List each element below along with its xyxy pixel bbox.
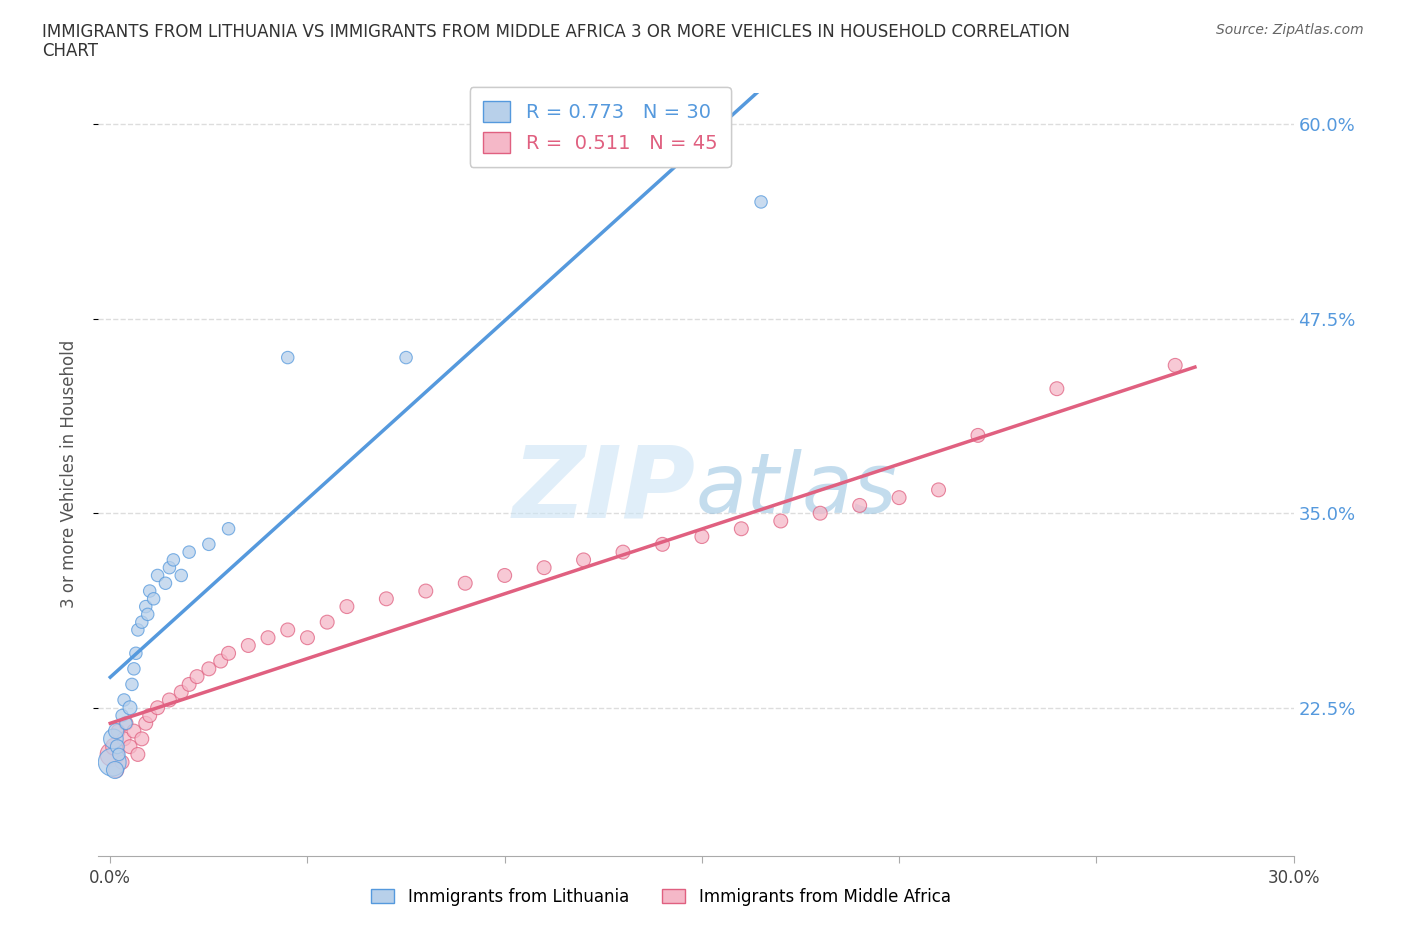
Text: atlas: atlas <box>696 449 897 530</box>
Point <box>375 591 398 606</box>
Point <box>277 350 299 365</box>
Point <box>122 661 145 676</box>
Point <box>111 708 134 723</box>
Point <box>105 739 128 754</box>
Point <box>115 716 138 731</box>
Point <box>218 645 240 660</box>
Point <box>112 731 135 746</box>
Point <box>138 708 160 723</box>
Point <box>808 506 831 521</box>
Point <box>170 568 193 583</box>
Point <box>105 724 128 738</box>
Point <box>135 599 157 614</box>
Point <box>218 522 240 537</box>
Point <box>316 615 339 630</box>
Point <box>121 677 143 692</box>
Point <box>135 716 157 731</box>
Point <box>118 739 141 754</box>
Point <box>138 584 160 599</box>
Point <box>612 545 634 560</box>
Point <box>146 700 169 715</box>
Point <box>928 483 950 498</box>
Point <box>112 693 135 708</box>
Legend: R = 0.773   N = 30, R =  0.511   N = 45: R = 0.773 N = 30, R = 0.511 N = 45 <box>470 87 731 166</box>
Point <box>1164 358 1187 373</box>
Point <box>107 724 129 738</box>
Point <box>257 631 280 645</box>
Text: ZIP: ZIP <box>513 441 696 538</box>
Point <box>395 350 418 365</box>
Point <box>769 513 792 528</box>
Text: CHART: CHART <box>42 42 98 60</box>
Point <box>967 428 990 443</box>
Point <box>198 661 221 676</box>
Point <box>494 568 516 583</box>
Point <box>115 716 138 731</box>
Point <box>146 568 169 583</box>
Point <box>118 700 141 715</box>
Point <box>730 522 752 537</box>
Point <box>103 731 125 746</box>
Point <box>198 537 221 551</box>
Point <box>297 631 319 645</box>
Point <box>103 739 125 754</box>
Point <box>125 645 148 660</box>
Point <box>887 490 910 505</box>
Point <box>651 537 673 551</box>
Point <box>101 755 124 770</box>
Point <box>533 560 555 575</box>
Point <box>104 763 127 777</box>
Point <box>127 747 149 762</box>
Point <box>101 747 124 762</box>
Y-axis label: 3 or more Vehicles in Household: 3 or more Vehicles in Household <box>59 340 77 608</box>
Point <box>131 615 153 630</box>
Point <box>170 684 193 699</box>
Point <box>690 529 713 544</box>
Point <box>111 755 134 770</box>
Point <box>142 591 165 606</box>
Point <box>1046 381 1069 396</box>
Point <box>415 584 437 599</box>
Point <box>127 622 149 637</box>
Point <box>572 552 595 567</box>
Point <box>209 654 232 669</box>
Text: IMMIGRANTS FROM LITHUANIA VS IMMIGRANTS FROM MIDDLE AFRICA 3 OR MORE VEHICLES IN: IMMIGRANTS FROM LITHUANIA VS IMMIGRANTS … <box>42 23 1070 41</box>
Point <box>454 576 477 591</box>
Point <box>848 498 870 512</box>
Legend: Immigrants from Lithuania, Immigrants from Middle Africa: Immigrants from Lithuania, Immigrants fr… <box>364 881 957 912</box>
Point <box>179 677 201 692</box>
Point <box>238 638 260 653</box>
Point <box>157 693 180 708</box>
Point <box>749 194 772 209</box>
Point <box>108 747 131 762</box>
Point <box>186 670 208 684</box>
Point <box>136 607 159 622</box>
Point <box>131 731 153 746</box>
Point <box>179 545 201 560</box>
Point <box>277 622 299 637</box>
Point <box>157 560 180 575</box>
Point <box>162 552 184 567</box>
Point <box>105 763 128 777</box>
Point <box>155 576 177 591</box>
Point <box>336 599 359 614</box>
Text: Source: ZipAtlas.com: Source: ZipAtlas.com <box>1216 23 1364 37</box>
Point <box>122 724 145 738</box>
